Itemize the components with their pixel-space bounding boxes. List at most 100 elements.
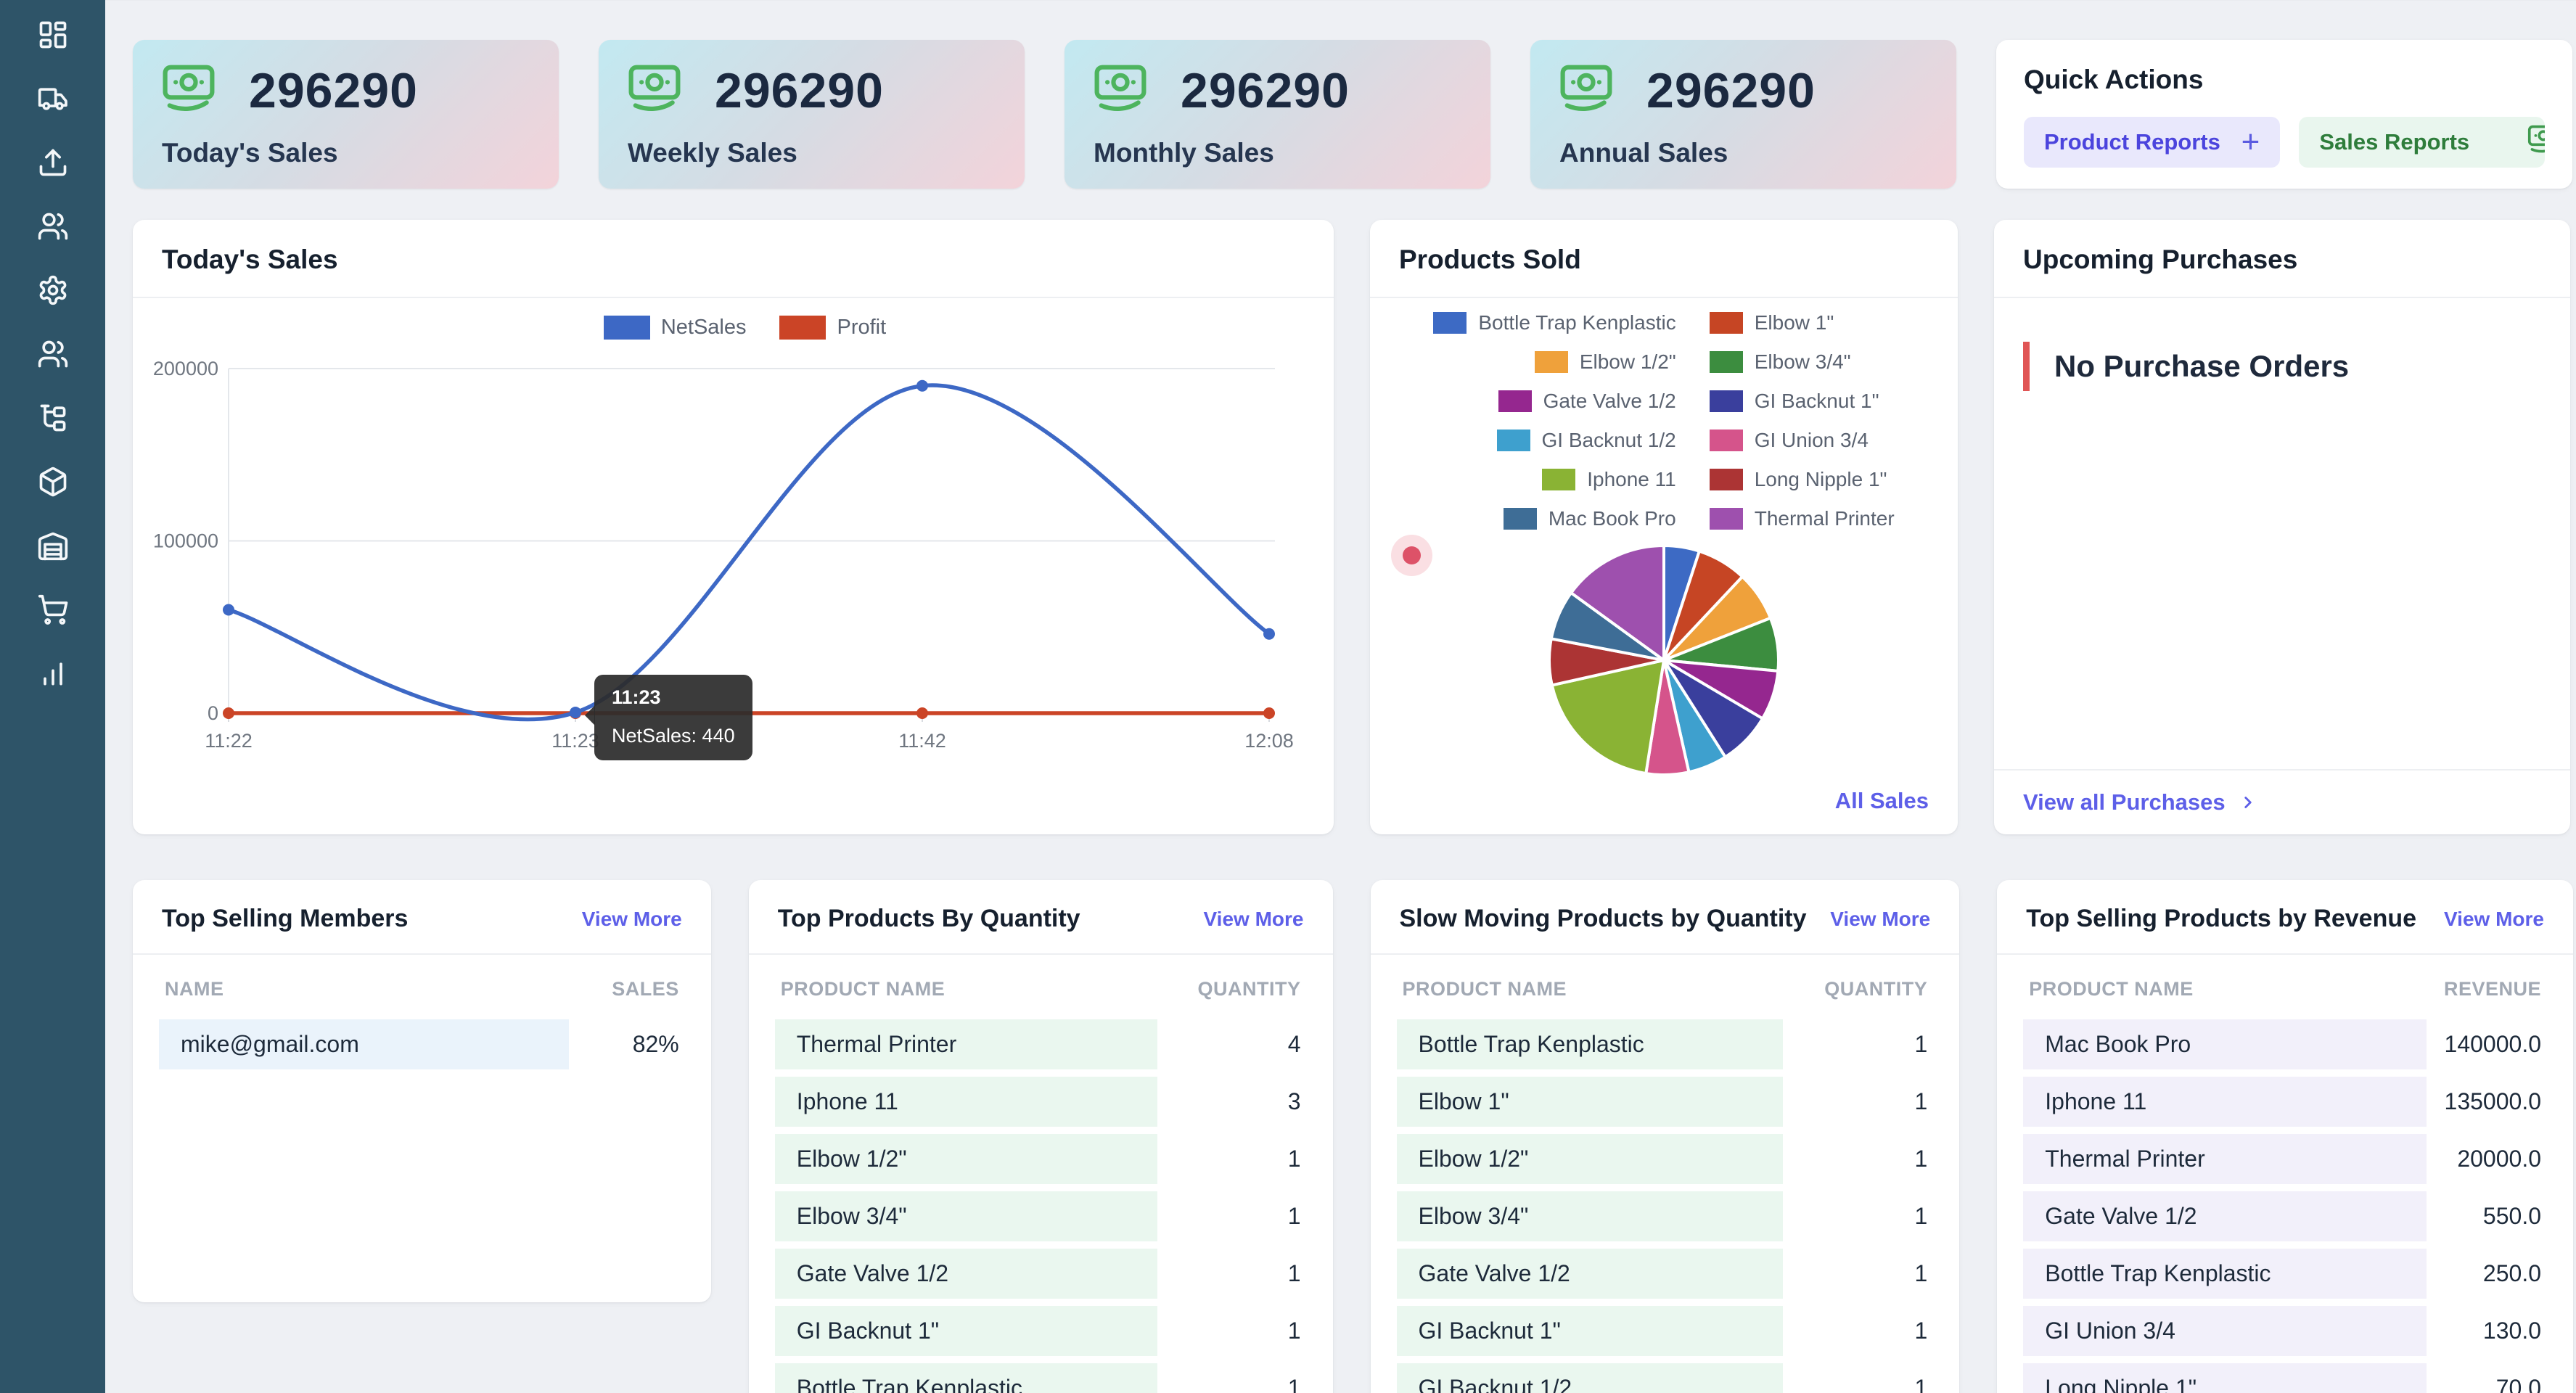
truck-icon[interactable] — [37, 83, 69, 115]
column-headers: PRODUCT NAME REVENUE — [1997, 955, 2573, 1019]
todays-sales-chart-card: Today's Sales NetSales Profit 0 100000 2000… — [133, 220, 1334, 834]
table-row: GI Backnut 1/2 1 — [1396, 1363, 1934, 1393]
pie-legend-item[interactable]: Bottle Trap Kenplastic — [1433, 311, 1676, 334]
row-value: 3 — [1287, 1088, 1301, 1114]
dashboard-icon[interactable] — [37, 19, 69, 51]
column-headers: NAME SALES — [133, 955, 711, 1019]
divider — [1370, 297, 1958, 298]
legend-swatch — [1709, 508, 1743, 530]
legend-label: Elbow 1/2" — [1579, 350, 1676, 373]
product-reports-button[interactable]: Product Reports + — [2024, 117, 2281, 168]
banknote-icon — [1094, 62, 1147, 119]
legend-label: Elbow 3/4" — [1754, 350, 1851, 373]
view-more-link[interactable]: View More — [581, 907, 682, 930]
svg-text:11:42: 11:42 — [898, 730, 946, 752]
legend-label: GI Backnut 1" — [1754, 390, 1879, 412]
legend-swatch — [1542, 469, 1576, 490]
users-icon[interactable] — [37, 210, 69, 242]
table-title: Slow Moving Products by Quantity — [1399, 905, 1807, 932]
quick-actions-title: Quick Actions — [2024, 65, 2204, 94]
legend-swatch — [1709, 430, 1743, 451]
stat-value: 296290 — [249, 62, 418, 118]
legend-label: Iphone 11 — [1587, 468, 1676, 490]
row-value: 1 — [1914, 1146, 1928, 1172]
legend-swatch — [603, 316, 650, 340]
legend-label: Long Nipple 1" — [1754, 468, 1887, 490]
purchases-card-header: Upcoming Purchases — [1994, 220, 2570, 297]
pie-card-header: Products Sold — [1370, 220, 1958, 297]
pie-legend-item[interactable]: Long Nipple 1" — [1709, 468, 1887, 491]
table-card-top-selling-members: Top Selling Members View More NAME SALES mik… — [133, 880, 711, 1302]
legend-item-netsales[interactable]: NetSales — [603, 316, 746, 340]
table-row: GI Union 3/4 130.0 — [2023, 1306, 2547, 1356]
row-name: Iphone 11 — [774, 1077, 1158, 1127]
row-name: Elbow 1/2" — [1396, 1134, 1784, 1184]
pie-legend-item[interactable]: Thermal Printer — [1709, 507, 1895, 530]
chart-tooltip: 11:23 NetSales: 440 — [585, 674, 752, 760]
row-value: 550.0 — [2482, 1203, 2541, 1229]
legend-swatch — [1503, 508, 1537, 530]
row-value: 1 — [1914, 1375, 1928, 1393]
sales-reports-button[interactable]: Sales Reports — [2299, 117, 2545, 168]
line-legend: NetSales Profit — [178, 316, 1312, 340]
column-header-name: PRODUCT NAME — [1402, 978, 1567, 1000]
row-name: Bottle Trap Kenplastic — [1396, 1019, 1784, 1069]
top-bar — [105, 0, 2576, 1]
legend-swatch — [1496, 430, 1530, 451]
pie-legend-item[interactable]: Elbow 3/4" — [1709, 350, 1851, 374]
row-name: Elbow 3/4" — [774, 1191, 1158, 1241]
table-title: Top Selling Products by Revenue — [2026, 905, 2417, 932]
row-name: Elbow 1" — [1396, 1077, 1784, 1127]
legend-label: GI Backnut 1/2 — [1541, 429, 1676, 451]
pie-legend-item[interactable]: GI Backnut 1" — [1709, 390, 1879, 413]
settings-icon[interactable] — [37, 274, 69, 306]
row-name: Long Nipple 1" — [2023, 1363, 2427, 1393]
table-title: Top Selling Members — [162, 905, 409, 932]
stat-value: 296290 — [715, 62, 884, 118]
svg-text:100000: 100000 — [153, 530, 218, 552]
pie-legend-item[interactable]: GI Backnut 1/2 — [1496, 429, 1676, 452]
chart-card-header: Today's Sales — [133, 220, 1334, 297]
legend-item-profit[interactable]: Profit — [779, 316, 886, 340]
pie-legend-item[interactable]: GI Union 3/4 — [1709, 429, 1869, 452]
row-value: 1 — [1914, 1318, 1928, 1344]
chart-body: NetSales Profit 0 100000 200000 11:22 11:23 11… — [133, 298, 1334, 767]
table-row: Gate Valve 1/2 1 — [774, 1249, 1307, 1299]
view-more-link[interactable]: View More — [2444, 907, 2544, 930]
line-chart-svg: 0 100000 200000 11:22 11:23 11:42 12:08 — [153, 358, 1294, 752]
table-card-slow-moving-products-by-quantity: Slow Moving Products by Quantity View Mor… — [1370, 880, 1960, 1393]
table-rows: Thermal Printer 4 Iphone 11 3 Elbow 1/2" 1 Elb… — [749, 1019, 1333, 1393]
legend-swatch — [1433, 312, 1467, 334]
team-icon[interactable] — [37, 338, 69, 370]
pie-legend-item[interactable]: Elbow 1/2" — [1534, 350, 1676, 374]
row-value: 82% — [632, 1031, 679, 1057]
row-name: GI Backnut 1/2 — [1396, 1363, 1784, 1393]
table-row: Gate Valve 1/2 550.0 — [2023, 1191, 2547, 1241]
row-value: 1 — [1287, 1260, 1301, 1286]
view-all-purchases-link[interactable]: View all Purchases — [2023, 789, 2257, 815]
svg-text:0: 0 — [208, 702, 218, 724]
upload-icon[interactable] — [37, 147, 69, 178]
cart-icon[interactable] — [37, 593, 69, 625]
banknote-icon — [1559, 62, 1613, 119]
package-icon[interactable] — [37, 466, 69, 498]
row-name: Gate Valve 1/2 — [1396, 1249, 1784, 1299]
table-row: mike@gmail.com 82% — [159, 1019, 685, 1069]
pie-legend-item[interactable]: Iphone 11 — [1542, 468, 1676, 491]
tooltip-value: NetSales: 440 — [612, 724, 735, 747]
view-more-link[interactable]: View More — [1203, 907, 1304, 930]
hierarchy-icon[interactable] — [37, 402, 69, 434]
row-value: 1 — [1287, 1203, 1301, 1229]
row-name: Thermal Printer — [2023, 1134, 2427, 1184]
stat-label: Monthly Sales — [1094, 138, 1274, 168]
pie-legend-item[interactable]: Elbow 1" — [1709, 311, 1834, 334]
pie-legend-item[interactable]: Gate Valve 1/2 — [1498, 390, 1676, 413]
pie-legend-item[interactable]: Mac Book Pro — [1503, 507, 1676, 530]
warehouse-icon[interactable] — [37, 530, 69, 562]
all-sales-link[interactable]: All Sales — [1834, 788, 1929, 813]
analytics-icon[interactable] — [37, 657, 69, 689]
table-row: Elbow 1/2" 1 — [774, 1134, 1307, 1184]
table-header: Slow Moving Products by Quantity View Mor… — [1371, 880, 1960, 953]
view-more-link[interactable]: View More — [1830, 907, 1931, 930]
table-rows: Bottle Trap Kenplastic 1 Elbow 1" 1 Elbow 1/… — [1371, 1019, 1960, 1393]
